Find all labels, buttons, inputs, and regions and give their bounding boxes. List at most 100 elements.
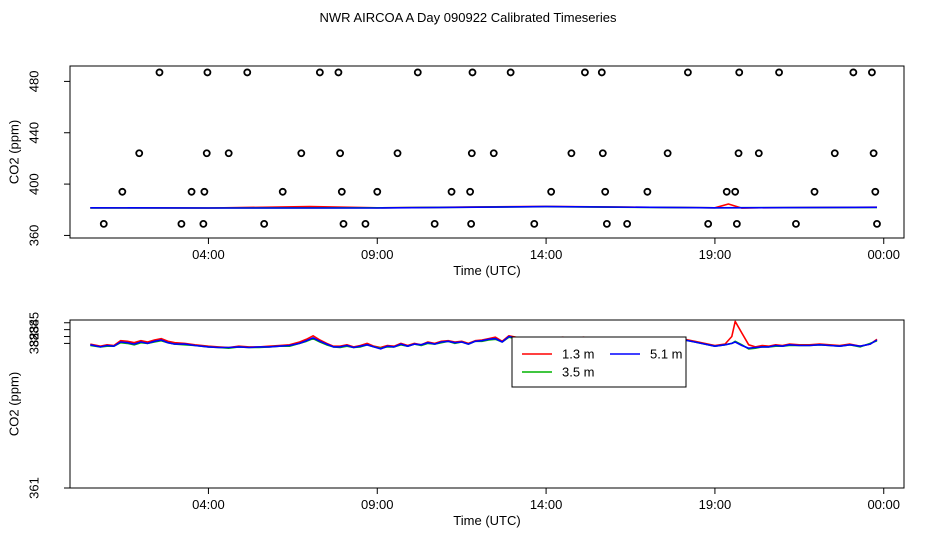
data-point (602, 219, 611, 228)
data-point (684, 68, 692, 77)
data-point (373, 187, 382, 196)
data-point (873, 219, 881, 228)
data-point (135, 149, 144, 158)
y-tick-label: 383 (27, 326, 42, 348)
data-point (601, 187, 610, 196)
y-tick-label: 400 (27, 173, 42, 195)
data-point (663, 149, 672, 158)
data-point (202, 149, 211, 158)
data-point (731, 187, 740, 196)
data-point (598, 149, 607, 158)
x-axis: 04:00 09:00 14:00 19:00 00:00 Time (UTC) (192, 488, 900, 528)
x-tick-label: 19:00 (699, 497, 732, 512)
data-point (334, 68, 343, 77)
y-tick-label: 440 (27, 122, 42, 144)
data-point (722, 187, 731, 196)
data-point (735, 68, 744, 77)
data-point (118, 187, 127, 196)
data-point (810, 187, 819, 196)
data-point (849, 68, 858, 77)
data-point (203, 68, 212, 77)
data-point (732, 219, 741, 228)
y-tick-label: 361 (27, 477, 42, 499)
legend-label: 1.3 m (562, 347, 595, 362)
data-point (869, 149, 878, 158)
data-point (187, 187, 196, 196)
data-point (871, 187, 880, 196)
x-tick-label: 00:00 (867, 247, 900, 262)
x-axis-label: Time (UTC) (453, 263, 520, 278)
data-point (155, 68, 164, 77)
data-point (581, 68, 589, 77)
data-point (224, 149, 233, 158)
data-point (243, 68, 252, 77)
data-point (278, 187, 287, 196)
data-point (447, 187, 456, 196)
x-tick-label: 00:00 (867, 497, 900, 512)
x-tick-label: 04:00 (192, 247, 225, 262)
data-point (704, 219, 713, 228)
bottom-panel: 04:00 09:00 14:00 19:00 00:00 Time (UTC) 361 38… (7, 312, 905, 528)
plot-frame (69, 65, 905, 239)
data-point (489, 149, 498, 158)
x-tick-label: 09:00 (361, 247, 394, 262)
data-point (336, 149, 345, 158)
x-tick-label: 19:00 (699, 247, 732, 262)
data-point (868, 68, 876, 77)
x-tick-label: 04:00 (192, 497, 225, 512)
data-point (466, 187, 475, 196)
data-point (734, 149, 743, 158)
legend: 1.3 m 3.5 m 5.1 m (511, 336, 687, 388)
data-point (430, 219, 439, 228)
x-tick-label: 14:00 (530, 497, 563, 512)
data-point (393, 149, 402, 158)
data-point (792, 219, 800, 228)
x-tick-label: 09:00 (361, 497, 394, 512)
x-axis: 04:00 09:00 14:00 19:00 00:00 Time (UTC) (192, 238, 900, 278)
data-point (467, 149, 476, 158)
data-point (506, 68, 515, 77)
data-point (775, 68, 783, 77)
data-point (339, 219, 348, 228)
series-line-1-3-m (90, 320, 878, 349)
data-point (337, 187, 346, 196)
y-tick-label: 360 (27, 225, 42, 247)
y-tick-label: 480 (27, 71, 42, 93)
legend-label: 5.1 m (650, 347, 683, 362)
y-axis-label: CO2 (ppm) (7, 120, 22, 184)
data-point (315, 68, 324, 77)
data-point (623, 219, 632, 228)
data-point (99, 219, 108, 228)
y-axis-label: CO2 (ppm) (7, 372, 22, 436)
legend-label: 3.5 m (562, 365, 595, 380)
data-point (260, 219, 269, 228)
data-point (361, 219, 370, 228)
series-line-5-1-m (90, 335, 878, 350)
series-line-5-1-m (90, 205, 878, 209)
top-panel: 04:00 09:00 14:00 19:00 00:00 Time (UTC) 360 40… (7, 65, 905, 278)
data-point (597, 68, 606, 77)
data-point (467, 219, 476, 228)
legend-box (511, 336, 687, 388)
x-tick-label: 14:00 (530, 247, 563, 262)
data-point (830, 149, 839, 158)
data-point (643, 187, 652, 196)
chart-title: NWR AIRCOA A Day 090922 Calibrated Times… (320, 10, 617, 25)
data-point (754, 149, 763, 158)
y-tick-label: 385 (27, 312, 42, 334)
data-point (530, 219, 539, 228)
y-tick-label: 384 (27, 319, 42, 341)
x-axis-label: Time (UTC) (453, 513, 520, 528)
data-point (468, 68, 477, 77)
y-tick-label: 382 (27, 333, 42, 355)
data-point (297, 149, 306, 158)
data-point (199, 219, 208, 228)
data-point (547, 187, 556, 196)
scatter-points (99, 68, 881, 228)
data-point (177, 219, 186, 228)
data-point (200, 187, 209, 196)
y-axis: 360 400 440 480 CO2 (ppm) (7, 71, 70, 247)
data-point (413, 68, 422, 77)
